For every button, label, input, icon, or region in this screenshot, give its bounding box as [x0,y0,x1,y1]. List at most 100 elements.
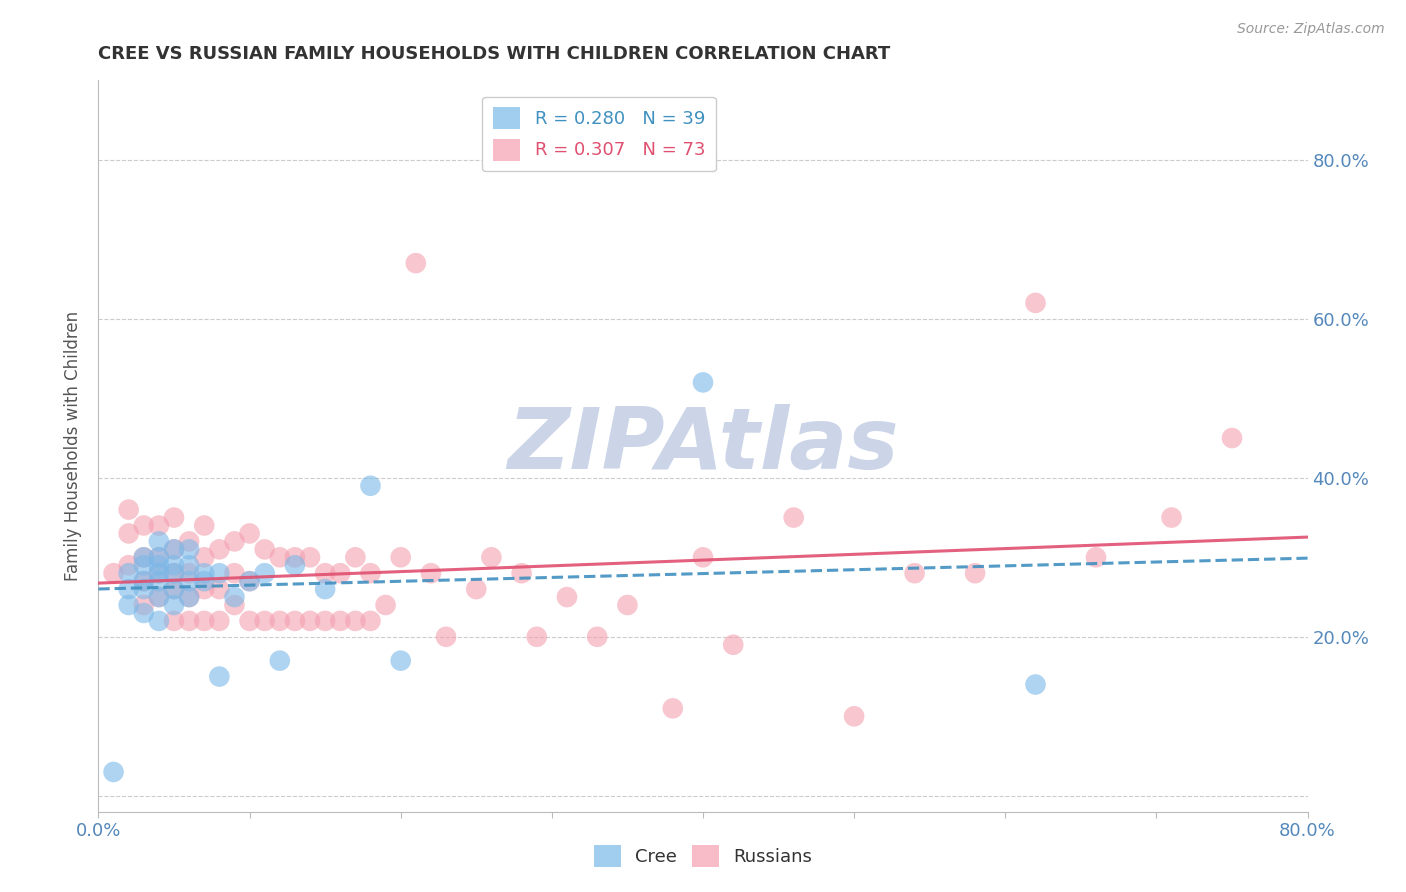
Point [132,606,155,620]
Point [163,566,186,581]
Point [314,566,336,581]
Point [163,542,186,557]
Point [179,566,201,581]
Point [118,558,141,573]
Point [132,550,155,565]
Point [179,558,201,573]
Point [360,566,382,581]
Point [284,550,307,565]
Point [1220,431,1243,445]
Point [132,574,155,589]
Point [148,614,170,628]
Point [1024,296,1046,310]
Point [269,550,291,565]
Point [239,614,262,628]
Point [103,566,125,581]
Point [148,534,170,549]
Point [179,542,201,557]
Point [179,590,201,604]
Point [148,550,170,565]
Point [434,630,457,644]
Point [284,558,307,573]
Point [163,614,186,628]
Point [132,574,155,589]
Point [208,669,231,683]
Point [360,614,382,628]
Point [163,598,186,612]
Point [465,582,488,596]
Point [329,566,352,581]
Point [163,582,186,596]
Point [193,582,215,596]
Point [208,566,231,581]
Point [239,574,262,589]
Point [526,630,548,644]
Point [193,566,215,581]
Point [510,566,533,581]
Point [132,550,155,565]
Point [118,598,141,612]
Point [208,582,231,596]
Point [904,566,927,581]
Point [344,614,367,628]
Legend: R = 0.280   N = 39, R = 0.307   N = 73: R = 0.280 N = 39, R = 0.307 N = 73 [482,96,716,171]
Point [224,598,246,612]
Point [616,598,638,612]
Point [148,550,170,565]
Point [148,566,170,581]
Point [103,764,125,779]
Point [224,534,246,549]
Point [132,518,155,533]
Point [193,550,215,565]
Point [132,598,155,612]
Point [314,614,336,628]
Point [253,542,276,557]
Point [163,566,186,581]
Point [224,590,246,604]
Point [208,614,231,628]
Point [481,550,503,565]
Point [193,574,215,589]
Point [420,566,443,581]
Point [239,526,262,541]
Point [118,526,141,541]
Point [179,574,201,589]
Point [193,614,215,628]
Point [193,518,215,533]
Point [118,502,141,516]
Point [1024,677,1046,691]
Point [163,542,186,557]
Point [555,590,578,604]
Point [284,614,307,628]
Point [132,558,155,573]
Point [360,479,382,493]
Point [253,614,276,628]
Point [148,590,170,604]
Point [783,510,806,524]
Point [148,566,170,581]
Point [163,582,186,596]
Point [344,550,367,565]
Text: Source: ZipAtlas.com: Source: ZipAtlas.com [1237,22,1385,37]
Point [314,582,336,596]
Point [179,590,201,604]
Point [1085,550,1108,565]
Point [844,709,866,723]
Point [163,558,186,573]
Point [148,518,170,533]
Point [148,558,170,573]
Text: ZIPAtlas: ZIPAtlas [508,404,898,488]
Point [179,534,201,549]
Point [148,574,170,589]
Point [118,582,141,596]
Point [148,590,170,604]
Point [661,701,683,715]
Point [208,542,231,557]
Y-axis label: Family Households with Children: Family Households with Children [65,311,83,581]
Point [1160,510,1182,524]
Legend: Cree, Russians: Cree, Russians [586,838,820,874]
Point [586,630,609,644]
Point [389,550,412,565]
Point [965,566,987,581]
Point [329,614,352,628]
